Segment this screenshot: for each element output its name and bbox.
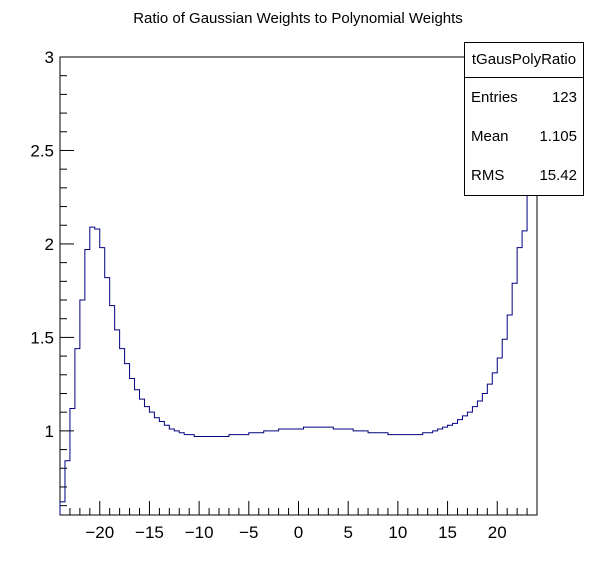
stats-label: Mean <box>471 128 509 145</box>
x-tick-label: −15 <box>135 523 164 542</box>
y-tick-label: 1 <box>45 422 54 441</box>
y-tick-label: 2 <box>45 235 54 254</box>
y-tick-label: 3 <box>45 48 54 67</box>
stats-box: tGausPolyRatio Entries 123 Mean 1.105 RM… <box>464 42 584 196</box>
x-tick-label: 0 <box>294 523 303 542</box>
x-tick-label: 5 <box>343 523 352 542</box>
stats-value: 1.105 <box>539 128 577 145</box>
x-tick-label: −5 <box>239 523 258 542</box>
stats-row-entries: Entries 123 <box>465 78 583 117</box>
stats-row-mean: Mean 1.105 <box>465 117 583 156</box>
histogram-line <box>59 60 547 515</box>
stats-value: 123 <box>551 89 577 106</box>
x-tick-label: 20 <box>488 523 507 542</box>
stats-row-rms: RMS 15.42 <box>465 156 583 195</box>
stats-value: 15.42 <box>539 167 577 184</box>
x-tick-label: 10 <box>388 523 407 542</box>
stats-label: Entries <box>471 89 518 106</box>
x-tick-label: 15 <box>438 523 457 542</box>
y-tick-label: 1.5 <box>30 328 54 347</box>
stats-title: tGausPolyRatio <box>465 43 583 78</box>
y-axis: 1 1.5 2 2.5 3 <box>30 48 74 507</box>
chart-title: Ratio of Gaussian Weights to Polynomial … <box>133 10 463 27</box>
x-axis: −20 −15 −10 −5 0 5 10 15 20 <box>59 501 538 542</box>
x-tick-label: −20 <box>85 523 114 542</box>
stats-label: RMS <box>471 167 505 184</box>
y-tick-label: 2.5 <box>30 141 54 160</box>
x-tick-label: −10 <box>185 523 214 542</box>
